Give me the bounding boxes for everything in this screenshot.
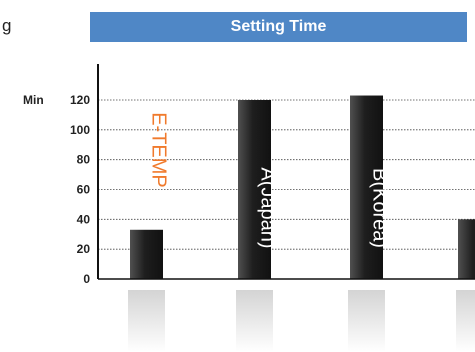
bar [130,229,163,279]
chart-title-bar: Setting Time [90,12,467,42]
y-tick-label: 80 [77,153,91,167]
bar-label: B(Korea) [369,168,391,248]
y-tick-label: 0 [83,272,90,286]
y-tick-label: 120 [70,93,90,107]
y-tick-label: 100 [70,123,90,137]
y-tick-label: 60 [77,183,91,197]
axes [97,64,475,280]
page-text-fragment: g [2,16,12,35]
y-tick-labels: 0 20 40 60 80 100 120 Min [23,93,90,286]
bar-reflection [456,290,475,352]
bar-reflection [128,290,165,352]
bar-reflection [236,290,273,352]
bars [130,95,475,280]
bar [458,219,475,279]
bar-label: A(Japan) [257,167,279,248]
bar-reflections [128,290,475,352]
y-tick-label: 20 [77,242,91,256]
bar-labels: E-TEMP A(Japan) B(Korea) [148,112,391,248]
y-tick-label: 40 [77,212,91,226]
chart-title: Setting Time [230,18,327,35]
y-unit-label: Min [23,93,44,107]
bar [350,95,383,280]
bar-reflection [348,290,385,352]
bar-label: E-TEMP [148,112,170,188]
bar [238,100,271,279]
